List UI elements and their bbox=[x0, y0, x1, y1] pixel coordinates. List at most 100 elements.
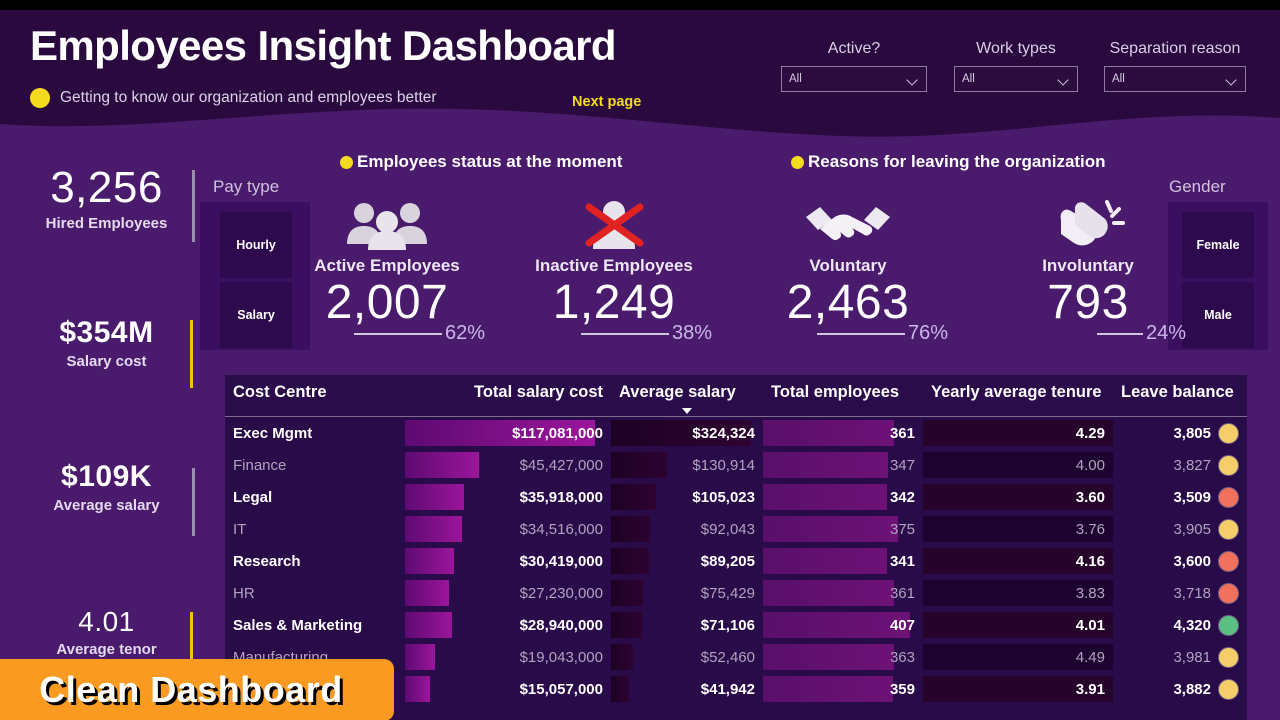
data-bar-emp bbox=[763, 612, 911, 638]
cell-leave-balance: 3,905 bbox=[1113, 518, 1247, 540]
metric-inactive-employees-pct-row: 38% bbox=[516, 322, 712, 345]
cell-tenure: 4.00 bbox=[923, 449, 1113, 481]
cell-cost-centre: Research bbox=[233, 552, 301, 570]
filter-work-types-value: All bbox=[962, 73, 975, 85]
cell-tenure: 3.76 bbox=[923, 513, 1113, 545]
cell-emp-value: 359 bbox=[889, 680, 915, 698]
table-column-header-ten[interactable]: Yearly average tenure bbox=[931, 383, 1102, 401]
cell-avg: $41,942 bbox=[611, 673, 763, 705]
data-bar-tenure bbox=[923, 644, 1113, 670]
cell-avg-value: $71,106 bbox=[700, 616, 755, 634]
cell-emp: 363 bbox=[763, 641, 923, 673]
pct-underline bbox=[580, 332, 669, 335]
next-page-link[interactable]: Next page bbox=[572, 94, 642, 110]
cell-tenure: 4.29 bbox=[923, 417, 1113, 449]
pay-type-option-hourly[interactable]: Hourly bbox=[220, 212, 292, 278]
metric-active-employees-pct: 62% bbox=[444, 322, 485, 345]
cell-avg: $105,023 bbox=[611, 481, 763, 513]
gender-option-female[interactable]: Female bbox=[1182, 212, 1254, 278]
dashboard-header: Employees Insight Dashboard Getting to k… bbox=[0, 10, 1280, 150]
cell-tenure-value: 4.16 bbox=[1075, 552, 1105, 570]
data-bar-tenure bbox=[923, 484, 1113, 510]
cell-leave-balance: 3,805 bbox=[1113, 422, 1247, 444]
cell-leave-balance-value: 3,509 bbox=[1173, 488, 1211, 506]
filter-work-types-label: Work types bbox=[976, 40, 1056, 57]
cell-avg-value: $92,043 bbox=[700, 520, 755, 538]
cell-tenure: 4.49 bbox=[923, 641, 1113, 673]
cell-leave-balance-value: 3,981 bbox=[1173, 648, 1211, 666]
table-column-header-leave[interactable]: Leave balance bbox=[1121, 383, 1234, 401]
metric-inactive-employees-name: Inactive Employees bbox=[535, 256, 693, 275]
cell-tenure: 4.16 bbox=[923, 545, 1113, 577]
data-bar-emp bbox=[763, 484, 887, 510]
pay-type-option-salary[interactable]: Salary bbox=[220, 282, 292, 348]
chevron-down-icon bbox=[907, 76, 919, 83]
table-row[interactable]: Research $30,419,000 $89,205 341 4.16 3,600 bbox=[225, 545, 1247, 577]
data-bar-emp bbox=[763, 420, 894, 446]
cell-emp: 361 bbox=[763, 417, 923, 449]
cell-emp-value: 361 bbox=[889, 584, 915, 602]
top-black-strip bbox=[0, 0, 1280, 10]
cell-cost-centre: Sales & Marketing bbox=[233, 616, 363, 634]
cost-centre-table: Cost Centre Total salary cost Average sala… bbox=[225, 375, 1247, 720]
table-row[interactable]: IT $34,516,000 $92,043 375 3.76 3,905 bbox=[225, 513, 1247, 545]
table-column-header-name[interactable]: Cost Centre bbox=[233, 383, 327, 401]
gender-slicer: Female Male bbox=[1168, 202, 1268, 350]
status-badge bbox=[1218, 454, 1239, 476]
cell-cost: $19,043,000 bbox=[405, 641, 611, 673]
kpi-rule-4 bbox=[190, 612, 193, 670]
kpi-hired-employees-value: 3,256 bbox=[50, 163, 163, 212]
metric-voluntary-pct-row: 76% bbox=[748, 322, 948, 345]
cell-leave-balance-value: 3,827 bbox=[1173, 456, 1211, 474]
kpi-salary-cost-label: Salary cost bbox=[66, 353, 147, 370]
data-bar-cost bbox=[405, 420, 595, 446]
section-title-leaving-reasons-text: Reasons for leaving the organization bbox=[808, 152, 1106, 171]
cell-avg-value: $52,460 bbox=[700, 648, 755, 666]
cell-cost-value: $45,427,000 bbox=[519, 456, 603, 474]
filter-active-select[interactable]: All bbox=[781, 66, 927, 92]
cell-emp-value: 342 bbox=[889, 488, 915, 506]
data-bar-tenure bbox=[923, 676, 1113, 702]
pay-type-slicer-title: Pay type bbox=[213, 177, 280, 196]
cell-avg-value: $105,023 bbox=[692, 488, 755, 506]
data-bar-avg bbox=[611, 420, 751, 446]
cell-tenure: 3.83 bbox=[923, 577, 1113, 609]
table-column-header-emp[interactable]: Total employees bbox=[771, 383, 900, 401]
cell-avg-value: $41,942 bbox=[700, 680, 755, 698]
cell-emp: 361 bbox=[763, 577, 923, 609]
metric-inactive-employees-pct: 38% bbox=[671, 322, 712, 345]
metric-voluntary: Voluntary 2,463 76% bbox=[748, 196, 948, 345]
cell-avg-value: $324,324 bbox=[692, 424, 755, 442]
data-bar-tenure bbox=[923, 580, 1113, 606]
filter-work-types-select[interactable]: All bbox=[954, 66, 1078, 92]
clean-dashboard-banner-text: Clean Dashboard bbox=[39, 669, 343, 710]
cell-cost: $30,419,000 bbox=[405, 545, 611, 577]
filter-separation-reason-select[interactable]: All bbox=[1104, 66, 1246, 92]
data-bar-emp bbox=[763, 548, 887, 574]
metric-active-employees-value: 2,007 bbox=[325, 276, 449, 329]
cell-tenure-value: 4.01 bbox=[1075, 616, 1105, 634]
cell-cost-value: $28,940,000 bbox=[519, 616, 603, 634]
table-row[interactable]: $15,057,000 $41,942 359 3.91 3,882 bbox=[225, 673, 1247, 705]
yellow-dot-icon bbox=[30, 88, 50, 108]
metric-active-employees: Active Employees 2,007 62% bbox=[289, 196, 485, 345]
table-column-header-avg[interactable]: Average salary bbox=[611, 383, 763, 414]
gender-option-male[interactable]: Male bbox=[1182, 282, 1254, 348]
table-row[interactable]: Exec Mgmt $117,081,000 $324,324 361 4.29 3,80… bbox=[225, 417, 1247, 449]
data-bar-emp bbox=[763, 580, 894, 606]
metric-voluntary-value: 2,463 bbox=[786, 276, 910, 329]
table-row[interactable]: HR $27,230,000 $75,429 361 3.83 3,718 bbox=[225, 577, 1247, 609]
data-bar-tenure bbox=[923, 516, 1113, 542]
table-row[interactable]: Sales & Marketing $28,940,000 $71,106 407 4.… bbox=[225, 609, 1247, 641]
filter-separation-reason-value: All bbox=[1112, 73, 1125, 85]
chevron-down-icon bbox=[1226, 76, 1238, 83]
table-column-header-cost[interactable]: Total salary cost bbox=[474, 383, 603, 401]
data-bar-emp bbox=[763, 516, 899, 542]
cell-avg: $130,914 bbox=[611, 449, 763, 481]
table-row[interactable]: Finance $45,427,000 $130,914 347 4.00 3,827 bbox=[225, 449, 1247, 481]
table-row[interactable]: Legal $35,918,000 $105,023 342 3.60 3,509 bbox=[225, 481, 1247, 513]
cell-emp: 407 bbox=[763, 609, 923, 641]
kpi-average-tenor-value: 4.01 bbox=[78, 606, 135, 637]
metric-involuntary-name: Involuntary bbox=[1042, 256, 1134, 275]
